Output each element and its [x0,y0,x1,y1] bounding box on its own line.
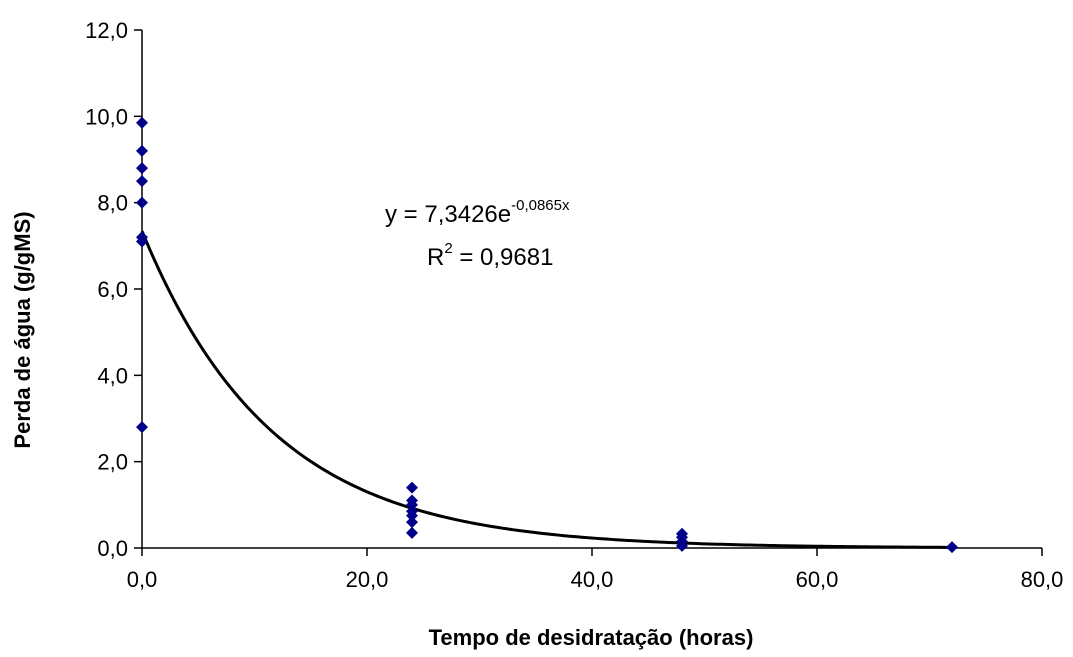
equation-main: y = 7,3426e [385,201,511,228]
data-point [136,235,148,248]
r-squared: R2 = 0,9681 [427,240,553,271]
x-tick-label: 40,0 [571,567,614,592]
x-tick-label: 20,0 [346,567,389,592]
r2-label: R [427,244,444,271]
r2-superscript: 2 [444,240,452,257]
data-point [136,421,148,434]
data-point [406,516,418,529]
x-tick-label: 60,0 [796,567,839,592]
y-axis-ticks: 0,0 2,0 4,0 6,0 8,0 10,0 12,0 [85,18,142,561]
data-points [136,116,958,554]
r2-value: = 0,9681 [453,244,554,271]
y-tick-label: 8,0 [97,191,128,216]
data-point [136,162,148,175]
x-axis-title: Tempo de desidratação (horas) [429,625,754,650]
x-tick-label: 0,0 [127,567,158,592]
trendline-equation: y = 7,3426e-0,0865x [385,197,570,228]
data-point [946,541,958,554]
x-tick-label: 80,0 [1021,567,1064,592]
data-point [136,144,148,157]
data-point [136,116,148,129]
data-point [136,196,148,209]
y-tick-label: 0,0 [97,536,128,561]
y-tick-label: 12,0 [85,18,128,43]
y-tick-label: 10,0 [85,104,128,129]
data-point [136,175,148,188]
data-point [406,509,418,522]
y-tick-label: 2,0 [97,450,128,475]
x-axis-ticks: 0,0 20,0 40,0 60,0 80,0 [127,548,1064,592]
y-tick-label: 6,0 [97,277,128,302]
data-point [406,481,418,494]
data-point [676,539,688,552]
trendline [140,230,953,549]
y-axis-title: Perda de água (g/gMS) [10,211,35,448]
data-point [406,498,418,511]
data-point [406,526,418,539]
equation-exponent: -0,0865x [511,197,570,214]
y-tick-label: 4,0 [97,363,128,388]
